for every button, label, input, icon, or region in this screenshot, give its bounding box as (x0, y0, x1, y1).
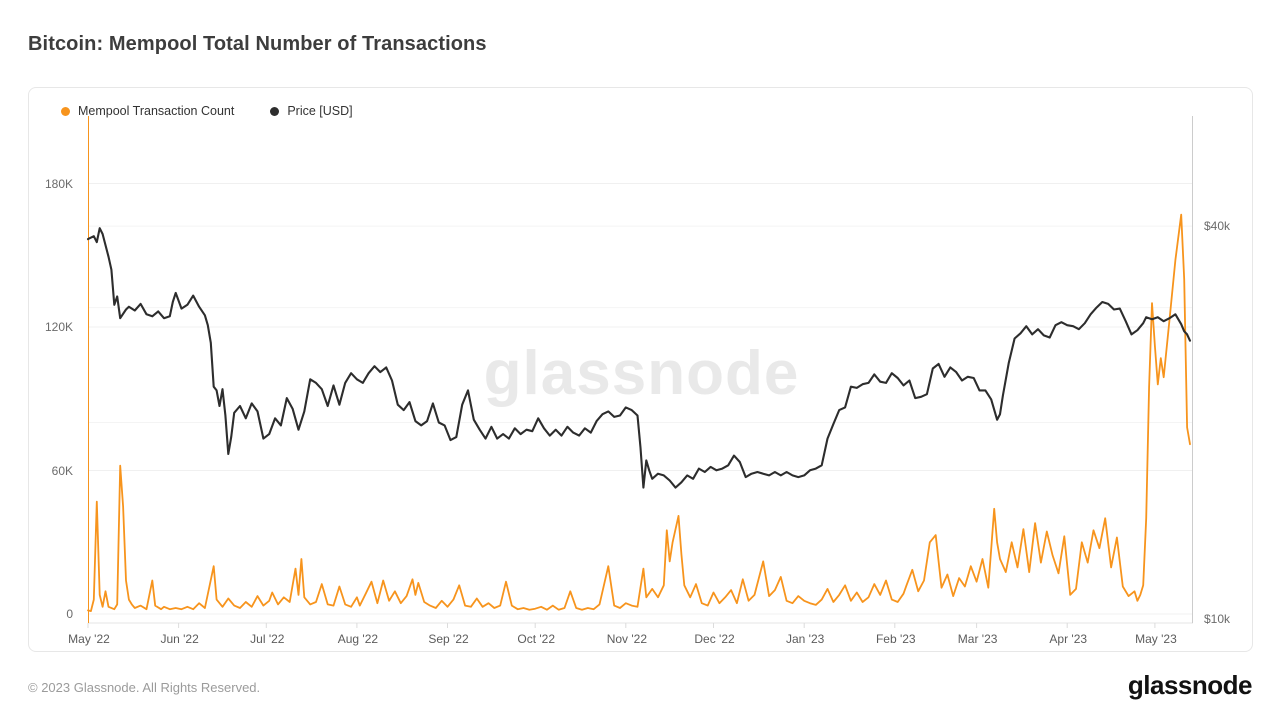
left-axis-tick-label: 180K (44, 176, 73, 191)
glassnode-logo: glassnode (1127, 670, 1253, 700)
x-axis-tick-label: Oct '22 (517, 632, 556, 646)
x-axis-tick-label: Mar '23 (957, 632, 998, 646)
x-axis-tick-label: Jan '23 (785, 632, 825, 646)
x-axis-tick-label: May '23 (1135, 632, 1177, 646)
legend-label-price: Price [USD] (287, 104, 353, 118)
left-axis-tick-label: 120K (44, 320, 73, 334)
x-axis-tick-label: Aug '22 (337, 632, 379, 646)
footer-copyright: © 2023 Glassnode. All Rights Reserved. (28, 680, 261, 695)
chart-title: Bitcoin: Mempool Total Number of Transac… (28, 33, 487, 55)
chart-card: Mempool Transaction Count Price [USD] gl… (28, 87, 1253, 652)
legend-dot-mempool-icon (61, 106, 70, 116)
x-axis-tick-label: May '22 (68, 632, 110, 646)
left-axis-tick-label: 60K (51, 463, 73, 478)
left-axis-tick-label: 0 (66, 607, 73, 621)
x-axis-tick-label: Feb '23 (875, 632, 916, 646)
legend: Mempool Transaction Count Price [USD] (61, 104, 353, 118)
x-axis-tick-label: Sep '22 (428, 632, 469, 646)
x-axis-tick-label: Apr '23 (1049, 632, 1088, 646)
legend-dot-price-icon (270, 106, 280, 116)
chart-svg (86, 116, 1193, 628)
legend-label-mempool: Mempool Transaction Count (78, 104, 235, 118)
x-axis-tick-label: Jul '22 (250, 632, 285, 646)
legend-item-price[interactable]: Price [USD] (270, 104, 353, 118)
x-axis-tick-label: Nov '22 (606, 632, 647, 646)
x-axis-tick-label: Jun '22 (160, 632, 199, 646)
chart-plot-area[interactable]: glassnode (86, 116, 1195, 628)
right-axis-tick-label: $10k (1204, 612, 1231, 626)
legend-item-mempool[interactable]: Mempool Transaction Count (61, 104, 234, 118)
right-axis-tick-label: $40k (1204, 219, 1231, 234)
x-axis-tick-label: Dec '22 (694, 632, 735, 646)
